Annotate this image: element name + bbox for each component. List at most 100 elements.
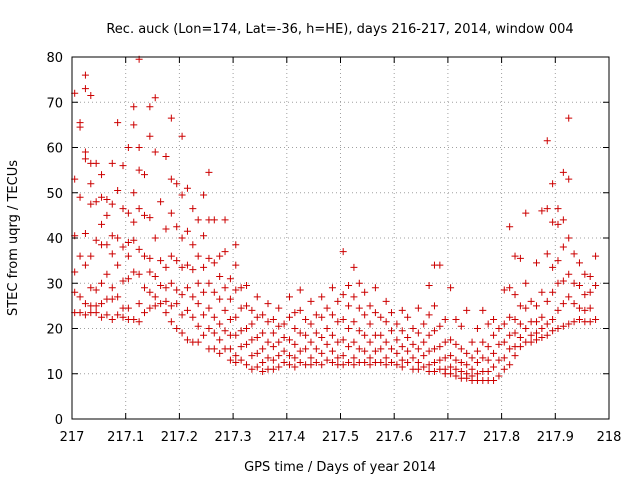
data-point: [92, 309, 100, 317]
data-point: [328, 347, 336, 355]
data-point: [371, 309, 379, 317]
data-point: [81, 229, 89, 237]
data-point: [516, 343, 524, 351]
data-point: [200, 232, 208, 240]
data-point: [291, 309, 299, 317]
data-point: [167, 175, 175, 183]
x-axis-label: GPS time / Days of year 2014: [244, 460, 436, 475]
x-tick-label: 217.6: [376, 430, 413, 445]
data-point: [350, 293, 358, 301]
data-point: [554, 306, 562, 314]
data-point: [114, 311, 122, 319]
data-point: [345, 325, 353, 332]
data-point: [167, 252, 175, 260]
data-point: [178, 263, 186, 271]
data-point: [157, 257, 165, 265]
data-point: [130, 218, 138, 226]
data-point: [103, 241, 111, 249]
data-point: [81, 155, 89, 163]
data-point: [210, 345, 218, 353]
data-point: [549, 180, 557, 188]
data-point: [511, 329, 519, 337]
data-point: [167, 279, 175, 287]
data-point: [527, 338, 535, 346]
data-point: [377, 313, 385, 321]
data-point: [183, 336, 191, 344]
data-point: [554, 279, 562, 287]
data-point: [248, 320, 256, 328]
data-point: [559, 216, 567, 224]
data-point: [586, 318, 594, 326]
data-point: [243, 340, 251, 348]
y-tick-label: 10: [46, 368, 63, 383]
data-point: [328, 311, 336, 319]
data-point: [162, 153, 170, 161]
data-point: [248, 352, 256, 360]
data-point: [285, 293, 293, 301]
ticks-layer: 217 217.1 217.2 217.3 217.4 217.5 217.6 217.7 21…: [46, 51, 621, 445]
data-point: [382, 318, 390, 326]
data-point: [425, 311, 433, 319]
y-tick-label: 60: [46, 142, 63, 157]
data-point: [108, 232, 116, 240]
data-point: [581, 306, 589, 314]
data-point: [167, 302, 175, 310]
data-point: [167, 114, 175, 122]
data-point: [285, 361, 293, 369]
data-point: [108, 315, 116, 323]
data-point: [81, 300, 89, 308]
data-point: [146, 288, 154, 296]
data-point: [575, 282, 583, 290]
data-point: [76, 293, 84, 301]
data-point: [511, 252, 519, 260]
data-point: [210, 259, 218, 267]
data-point: [200, 288, 208, 296]
data-point: [345, 358, 353, 366]
data-point: [506, 313, 514, 321]
data-point: [216, 349, 224, 357]
data-point: [382, 361, 390, 369]
data-point: [216, 295, 224, 303]
data-point: [221, 284, 229, 292]
data-point: [81, 85, 89, 93]
data-point: [345, 302, 353, 310]
data-point: [76, 123, 84, 131]
data-point: [543, 250, 551, 258]
data-point: [350, 354, 358, 362]
data-point: [183, 227, 191, 235]
data-point: [371, 347, 379, 355]
data-point: [500, 354, 508, 362]
data-point: [425, 331, 433, 339]
data-point: [243, 325, 251, 332]
data-point: [135, 318, 143, 326]
data-point: [312, 345, 320, 353]
data-point: [119, 243, 127, 251]
chart-title: Rec. auck (Lon=174, Lat=-36, h=HE), days…: [106, 22, 573, 37]
data-point: [87, 252, 95, 260]
data-point: [420, 352, 428, 360]
data-point: [500, 365, 508, 373]
data-point: [543, 297, 551, 305]
data-point: [189, 266, 197, 274]
data-point: [581, 270, 589, 278]
data-point: [98, 171, 106, 179]
data-point: [108, 159, 116, 167]
data-point: [377, 345, 385, 353]
data-point: [430, 327, 438, 335]
data-point: [430, 345, 438, 353]
data-point: [586, 304, 594, 312]
data-point: [350, 338, 358, 346]
data-point: [441, 354, 449, 362]
data-point: [318, 293, 326, 301]
data-point: [495, 372, 503, 380]
data-point: [210, 313, 218, 321]
data-point: [414, 345, 422, 353]
data-point: [92, 159, 100, 167]
x-tick-label: 217.9: [537, 430, 574, 445]
data-point: [205, 254, 213, 262]
data-point: [221, 306, 229, 314]
data-point: [355, 279, 363, 287]
data-point: [506, 361, 514, 369]
y-tick-label: 0: [55, 413, 63, 428]
data-point: [549, 218, 557, 226]
